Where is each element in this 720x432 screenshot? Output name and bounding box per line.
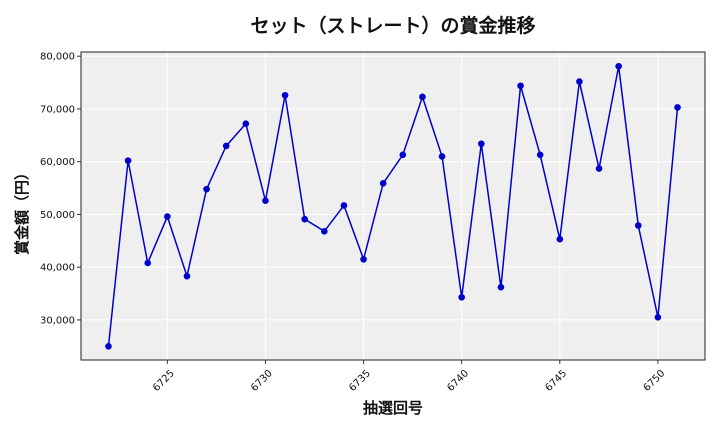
data-point xyxy=(654,313,662,321)
data-point xyxy=(419,93,426,101)
data-point xyxy=(634,222,642,229)
data-point xyxy=(399,151,407,159)
data-point xyxy=(360,255,367,263)
data-point xyxy=(144,259,152,267)
data-point xyxy=(222,142,230,150)
data-point xyxy=(124,157,132,164)
data-point xyxy=(203,185,210,193)
plot-frame xyxy=(80,51,706,361)
y-tick-label: 60,000 xyxy=(40,157,75,168)
data-point xyxy=(458,293,465,301)
y-tick-label: 40,000 xyxy=(40,263,75,274)
series-line xyxy=(107,66,679,347)
x-axis-label: 抽選回号 xyxy=(363,399,423,417)
data-point xyxy=(517,82,524,90)
data-point xyxy=(478,140,485,148)
data-point xyxy=(164,213,171,220)
chart-title: セット（ストレート）の賞金推移 xyxy=(250,14,535,37)
y-tick-label: 70,000 xyxy=(40,104,75,115)
data-point xyxy=(301,215,308,223)
data-point xyxy=(497,283,505,291)
plot-area xyxy=(81,52,705,360)
data-point xyxy=(556,235,564,243)
data-point xyxy=(242,120,250,128)
data-point xyxy=(595,165,603,172)
data-point xyxy=(674,104,681,111)
data-point xyxy=(262,197,269,205)
y-axis-label: 賞金額（円） xyxy=(13,165,31,255)
y-tick-label: 50,000 xyxy=(40,210,75,221)
data-point xyxy=(340,202,348,209)
data-point xyxy=(105,342,112,350)
series-layer xyxy=(105,62,681,350)
data-point xyxy=(615,62,622,70)
data-point xyxy=(379,180,387,187)
y-tick-label: 30,000 xyxy=(40,315,75,326)
data-point xyxy=(536,151,544,159)
data-point xyxy=(438,153,446,160)
y-tick-label: 80,000 xyxy=(40,52,75,63)
data-point xyxy=(321,228,328,235)
data-point xyxy=(183,272,191,280)
data-point xyxy=(576,78,583,85)
data-point xyxy=(281,91,289,99)
